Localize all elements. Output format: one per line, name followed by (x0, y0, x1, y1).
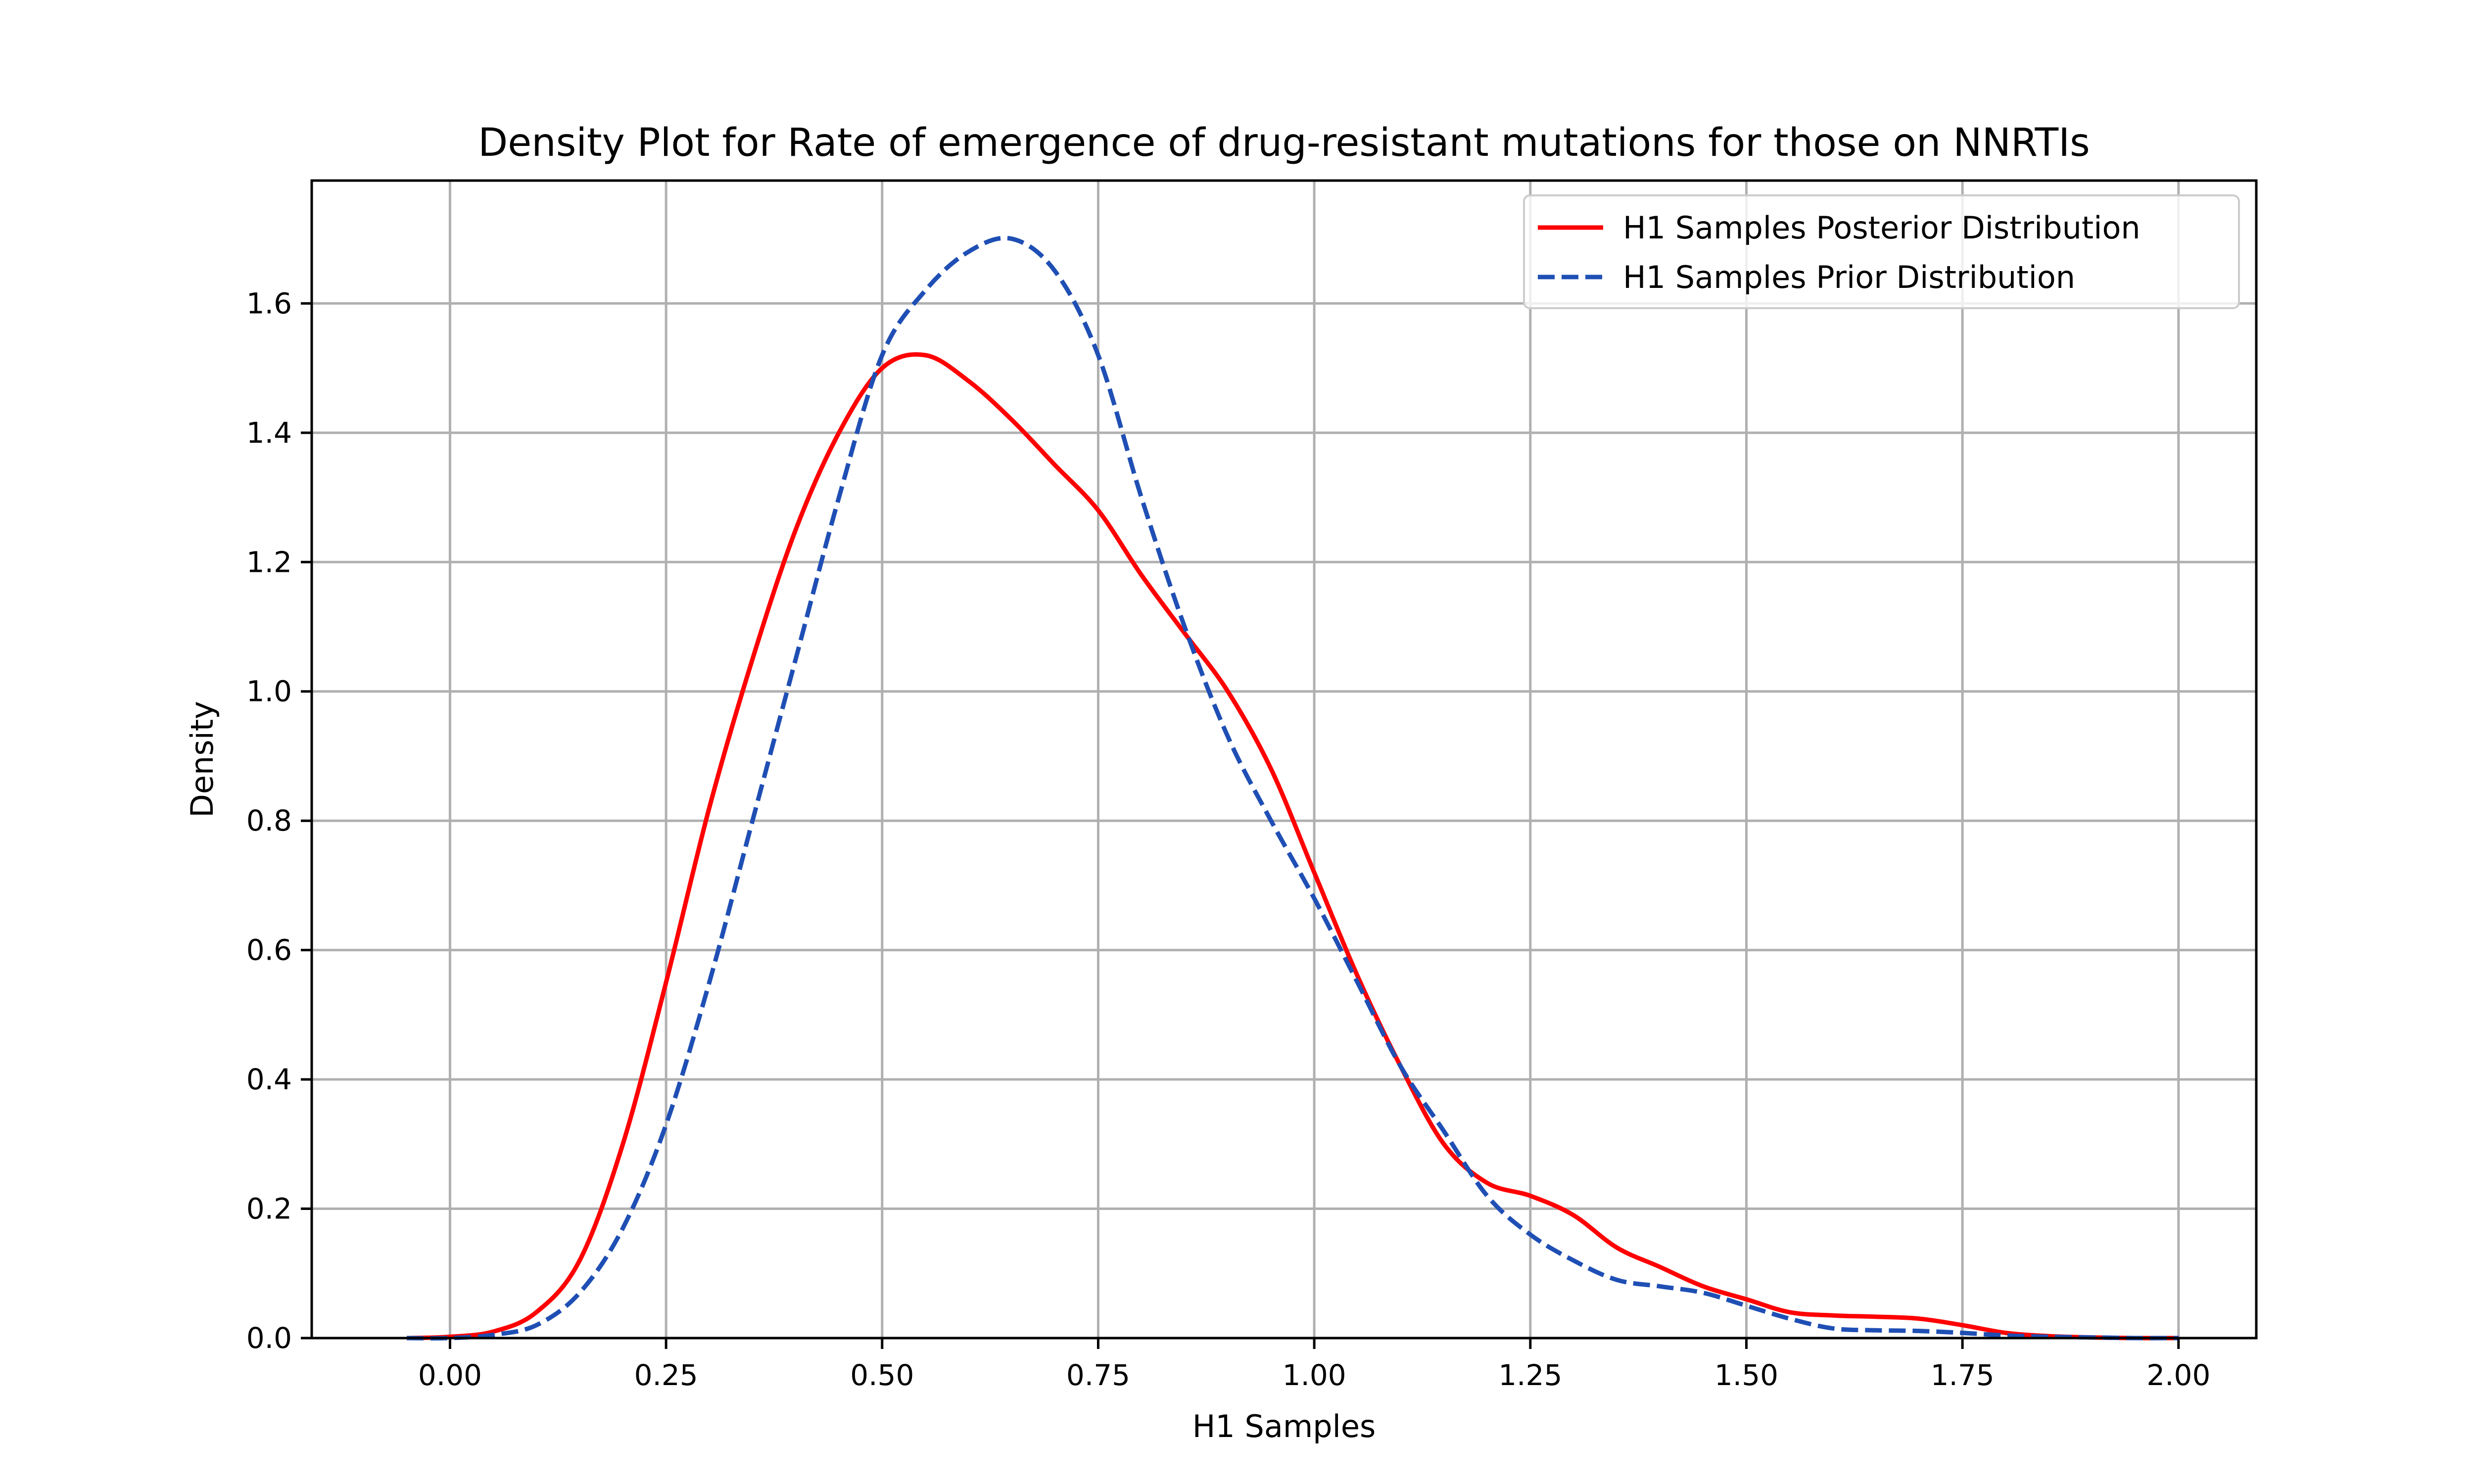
x-tick-label: 2.00 (2146, 1358, 2210, 1392)
chart-title: Density Plot for Rate of emergence of dr… (478, 121, 2090, 165)
y-axis-label: Density (184, 701, 220, 818)
plot-lines (406, 235, 2179, 1341)
y-tick-label: 1.4 (246, 416, 292, 450)
legend-label-posterior: H1 Samples Posterior Distribution (1623, 210, 2141, 246)
x-tick-label: 0.50 (850, 1358, 914, 1392)
x-tick-label: 1.75 (1931, 1358, 1995, 1392)
y-tick-label: 0.6 (246, 933, 292, 967)
prior-density-line (407, 235, 2179, 1341)
y-tick-label: 1.2 (246, 545, 292, 579)
y-tick-label: 0.2 (246, 1192, 292, 1226)
legend-box (1523, 194, 2240, 309)
plot-area-frame (310, 179, 2258, 1340)
y-axis-ticks: 0.0 0.2 0.4 0.6 0.8 1.0 1.2 1.4 1.6 (246, 286, 312, 1355)
x-axis-ticks: 0.00 0.25 0.50 0.75 1.00 1.25 1.50 1.75 2.00 (418, 1338, 2210, 1392)
grid (312, 181, 2256, 1340)
y-tick-label: 1.6 (246, 286, 292, 320)
x-tick-label: 0.25 (634, 1358, 698, 1392)
x-axis-label: H1 Samples (1192, 1408, 1376, 1444)
x-tick-label: 0.75 (1066, 1358, 1130, 1392)
legend-label-prior: H1 Samples Prior Distribution (1623, 259, 2075, 295)
y-tick-label: 0.8 (246, 804, 292, 837)
y-tick-label: 0.0 (246, 1321, 292, 1355)
y-tick-label: 1.0 (246, 675, 292, 708)
posterior-density-line (406, 352, 2179, 1341)
x-tick-label: 1.00 (1283, 1358, 1346, 1392)
x-tick-label: 1.25 (1498, 1358, 1562, 1392)
x-tick-label: 0.00 (418, 1358, 482, 1392)
x-tick-label: 1.50 (1714, 1358, 1778, 1392)
y-tick-label: 0.4 (246, 1063, 292, 1096)
legend: H1 Samples Posterior Distribution H1 Sam… (1523, 194, 2240, 309)
